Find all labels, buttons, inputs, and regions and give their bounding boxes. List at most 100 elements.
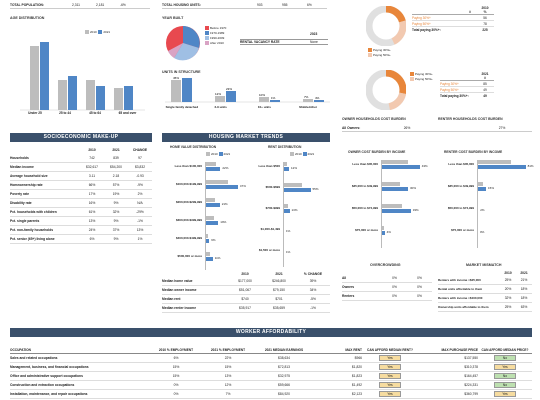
bar-category-label: $100,000-$199,999 <box>175 182 202 186</box>
bar-value-label: 11% <box>214 256 221 260</box>
year-built-legend: Before 1970 1970-1989 1990-2009 After 20… <box>205 26 226 46</box>
bar-2010 <box>477 226 478 230</box>
overcrowding-cell: 0% <box>392 284 397 289</box>
units-cat-3: 10+ units <box>257 105 271 109</box>
renter-burden-income-title: RENTER COST BURDEN BY INCOME <box>444 150 503 154</box>
bar-value-label: 47% <box>239 184 246 188</box>
bar-65over-2010 <box>114 88 123 110</box>
renter-donut-legend-2021: Paying 30%+ Paying 50%+ <box>410 72 433 82</box>
worker-cell: 15% <box>224 364 232 369</box>
afford-badge: Yes <box>379 363 401 370</box>
renter-burden-donut-2021 <box>366 70 406 110</box>
mismatch-row: Ownership units affordable to them 25% 63% <box>438 303 532 312</box>
overcrowding-label: All <box>342 275 347 280</box>
afford-badge: No <box>494 381 516 388</box>
worker-cell: $59,666 <box>278 382 290 387</box>
bar-category-label: $75,000 or more <box>355 228 378 232</box>
bar-value-label: 12% <box>291 166 298 170</box>
bar-category-label: Less than $100,000 <box>174 164 202 168</box>
worker-cell: $164,457 <box>464 373 478 378</box>
bar-2021 <box>283 250 284 255</box>
bar-2010 <box>477 182 484 186</box>
bar-value-label: 30% <box>410 186 417 190</box>
owner-burden-chart: Less than $35,000 43% $35,000 to $49,999 30… <box>342 160 434 248</box>
bar-2021 <box>283 229 284 234</box>
mismatch-col-headers: 2010 2021 <box>504 271 528 275</box>
bar-value-label: 0% <box>480 230 485 234</box>
bar-2021 <box>283 166 289 171</box>
worker-col-header: CAN AFFORD MEDIAN RENT? <box>367 348 413 352</box>
trends-cell: $79,150 <box>273 287 285 292</box>
worker-cell: Installation, maintenance, and repair oc… <box>10 391 88 396</box>
socio-cell: 2.18 <box>112 173 120 178</box>
total-population-row: TOTAL POPULATION: 2,311 2,181 -6% <box>10 2 150 9</box>
bar-2021 <box>205 166 221 171</box>
mismatch-cell: 32% <box>504 295 512 300</box>
socio-cell: 13% <box>136 227 144 232</box>
mismatch-label: Renters with income >$100,000 <box>438 295 483 300</box>
socio-cell: 32% <box>112 209 120 214</box>
worker-cell: $72,813 <box>278 364 290 369</box>
trends-cell: -1% <box>310 305 316 310</box>
bar-2010 <box>283 225 284 229</box>
legend-2021-swatch <box>98 30 103 35</box>
bar-category-label: $35,000 to $49,999 <box>351 184 378 188</box>
units-cat-1: Single family detached <box>165 105 199 109</box>
svg-text:1%: 1% <box>271 96 276 100</box>
worker-cell: No <box>478 372 532 379</box>
mismatch-label: Ownership units affordable to them <box>438 304 489 309</box>
mismatch-cell: 21% <box>520 277 528 282</box>
mismatch-title: MARKET MISMATCH <box>466 263 502 267</box>
worker-row: Installation, maintenance, and repair oc… <box>10 390 532 399</box>
worker-cell: $32,975 <box>278 373 290 378</box>
socio-cell: $54,200 <box>110 164 122 169</box>
socio-table: Households 742 839 97 Median income $32,617 $5… <box>10 154 152 244</box>
bar-value-label: 2% <box>480 208 485 212</box>
housing-trends-col-headers: 2010 2021 % CHANGE <box>241 272 323 276</box>
year-built-pie <box>166 26 200 61</box>
overcrowding-cell: 0% <box>417 293 422 298</box>
trends-cell: $35,659 <box>273 305 285 310</box>
mismatch-cell: 18% <box>520 286 528 291</box>
legend-1970-1989: 1970-1989 <box>205 31 226 36</box>
worker-cell: No <box>478 381 532 388</box>
worker-cell: Sales and related occupations <box>10 355 58 360</box>
chart-axis <box>283 162 284 267</box>
socio-col-change: CHANGE <box>132 148 148 152</box>
worker-cell: Yes <box>362 381 418 388</box>
bar-under25-2021 <box>40 42 49 110</box>
total-population-2010: 2,311 <box>72 3 81 7</box>
bar-category-label: $300,000-$399,999 <box>175 218 202 222</box>
trends-label: Median renter income <box>162 305 197 310</box>
worker-cell: $1,823 <box>351 373 362 378</box>
owner-burden-income-title: OWNER COST BURDEN BY INCOME <box>348 150 406 154</box>
worker-cell: Yes <box>362 372 418 379</box>
worker-cell: $224,331 <box>464 382 478 387</box>
overcrowding-row: Renters 0% 0% <box>342 292 432 301</box>
socio-row: Homeownership rate 66% 57% -9% <box>10 181 152 190</box>
overcrowding-label: Renters <box>342 293 355 298</box>
bar-2021 <box>381 186 408 191</box>
socio-label: Disability rate <box>10 200 32 205</box>
mismatch-row: Renters with income <$25,000 25% 21% <box>438 276 532 285</box>
svg-text:23%: 23% <box>226 87 232 91</box>
legend-2010-swatch <box>85 30 89 35</box>
legend-2010-label: 2010 <box>90 30 97 34</box>
housing-units-change: 6% <box>307 3 312 7</box>
renter-pct: 27% <box>498 126 506 130</box>
total-housing-units-label: TOTAL HOUSING UNITS: <box>162 3 201 7</box>
bar-2021 <box>283 187 311 192</box>
housing-legend: 2010 2021 <box>206 152 230 157</box>
worker-cell: 13% <box>224 373 232 378</box>
socio-cell: $32,617 <box>86 164 98 169</box>
renter-burden-table-2010: 2010 #% Paying 30%+ 56 Paying 50%+ 78 Tota… <box>412 6 494 33</box>
trends-label: Median home value <box>162 278 193 283</box>
worker-cell: Yes <box>362 390 418 397</box>
bar-value-label: 6% <box>211 238 216 242</box>
worker-cell: $2,123 <box>351 391 362 396</box>
svg-text:7%: 7% <box>304 95 309 99</box>
worker-cell: $310,378 <box>464 364 478 369</box>
svg-text:45%: 45% <box>173 76 179 80</box>
socio-label: Households <box>10 155 29 160</box>
mismatch-row: Renters with income >$100,000 32% 18% <box>438 294 532 303</box>
